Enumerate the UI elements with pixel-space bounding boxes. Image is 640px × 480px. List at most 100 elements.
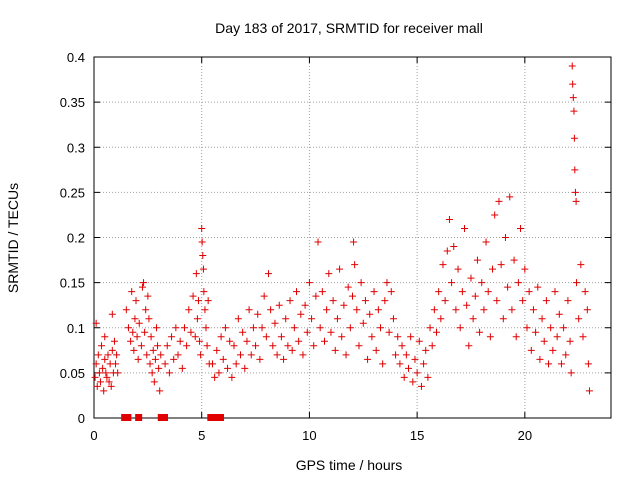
data-point: [219, 355, 227, 363]
data-point: [305, 279, 313, 287]
data-point: [542, 297, 550, 305]
data-point: [202, 324, 210, 332]
data-point: [508, 306, 516, 314]
data-point: [273, 351, 281, 359]
data-point: [245, 306, 253, 314]
data-point: [241, 364, 249, 372]
data-point: [292, 288, 300, 296]
data-point: [333, 315, 341, 323]
data-point: [493, 297, 501, 305]
data-point: [471, 292, 479, 300]
data-point: [127, 337, 135, 345]
data-point: [400, 373, 408, 381]
data-point: [344, 283, 352, 291]
data-point: [133, 333, 141, 341]
data-point: [473, 256, 481, 264]
data-point: [553, 333, 561, 341]
data-point: [221, 324, 229, 332]
data-point: [381, 297, 389, 305]
data-point: [441, 297, 449, 305]
data-point: [264, 270, 272, 278]
data-point: [517, 224, 525, 232]
data-point: [131, 315, 139, 323]
data-point: [151, 355, 159, 363]
data-point: [286, 297, 294, 305]
data-point: [161, 360, 169, 368]
data-point: [557, 360, 565, 368]
data-point: [331, 346, 339, 354]
data-point: [308, 315, 316, 323]
data-point: [196, 337, 204, 345]
y-tick-label: 0.4: [67, 50, 85, 65]
data-point: [529, 306, 537, 314]
data-point: [247, 351, 255, 359]
data-point: [99, 364, 107, 372]
data-point: [579, 333, 587, 341]
data-point: [154, 342, 162, 350]
data-point: [140, 279, 148, 287]
data-point: [353, 306, 361, 314]
x-tick-label: 15: [410, 428, 424, 443]
data-point: [510, 256, 518, 264]
data-point: [312, 292, 320, 300]
data-point: [534, 283, 542, 291]
data-point: [200, 288, 208, 296]
chart-title: Day 183 of 2017, SRMTID for receiver mal…: [215, 20, 483, 36]
data-point: [124, 324, 132, 332]
data-point: [103, 373, 111, 381]
data-point: [566, 337, 574, 345]
data-point: [92, 319, 100, 327]
data-point: [199, 252, 207, 260]
data-point: [417, 382, 425, 390]
data-point: [301, 301, 309, 309]
data-point: [346, 324, 354, 332]
data-point: [262, 333, 270, 341]
data-point: [143, 351, 151, 359]
data-point: [476, 328, 484, 336]
data-point: [484, 288, 492, 296]
data-point: [102, 369, 110, 377]
data-point: [138, 283, 146, 291]
data-point: [342, 351, 350, 359]
y-tick-label: 0.1: [67, 321, 85, 336]
data-point: [303, 328, 311, 336]
data-point: [213, 346, 221, 354]
data-point: [163, 342, 171, 350]
data-point: [402, 351, 410, 359]
data-point: [499, 315, 507, 323]
data-point: [439, 261, 447, 269]
data-point: [532, 328, 540, 336]
data-point: [295, 337, 303, 345]
data-point: [280, 355, 288, 363]
data-point: [359, 319, 367, 327]
data-point: [567, 369, 575, 377]
data-point: [340, 301, 348, 309]
data-point: [350, 238, 358, 246]
data-point: [506, 193, 514, 201]
data-point: [128, 288, 136, 296]
data-point: [168, 333, 176, 341]
data-point: [215, 369, 223, 377]
data-point: [555, 310, 563, 318]
x-axis-markers: [121, 414, 225, 421]
data-point: [198, 224, 206, 232]
data-point: [176, 337, 184, 345]
data-point: [277, 333, 285, 341]
x-axis-marker: [135, 414, 143, 421]
data-point: [108, 310, 116, 318]
data-point: [208, 360, 216, 368]
data-point: [178, 364, 186, 372]
data-point: [527, 346, 535, 354]
data-point: [465, 342, 473, 350]
data-point: [572, 197, 580, 205]
data-point: [538, 315, 546, 323]
data-point: [413, 369, 421, 377]
data-point: [571, 166, 579, 174]
data-point: [267, 306, 275, 314]
data-point: [458, 288, 466, 296]
data-point: [420, 360, 428, 368]
data-point: [433, 328, 441, 336]
data-point: [211, 373, 219, 381]
data-point: [122, 306, 130, 314]
data-point: [155, 364, 163, 372]
